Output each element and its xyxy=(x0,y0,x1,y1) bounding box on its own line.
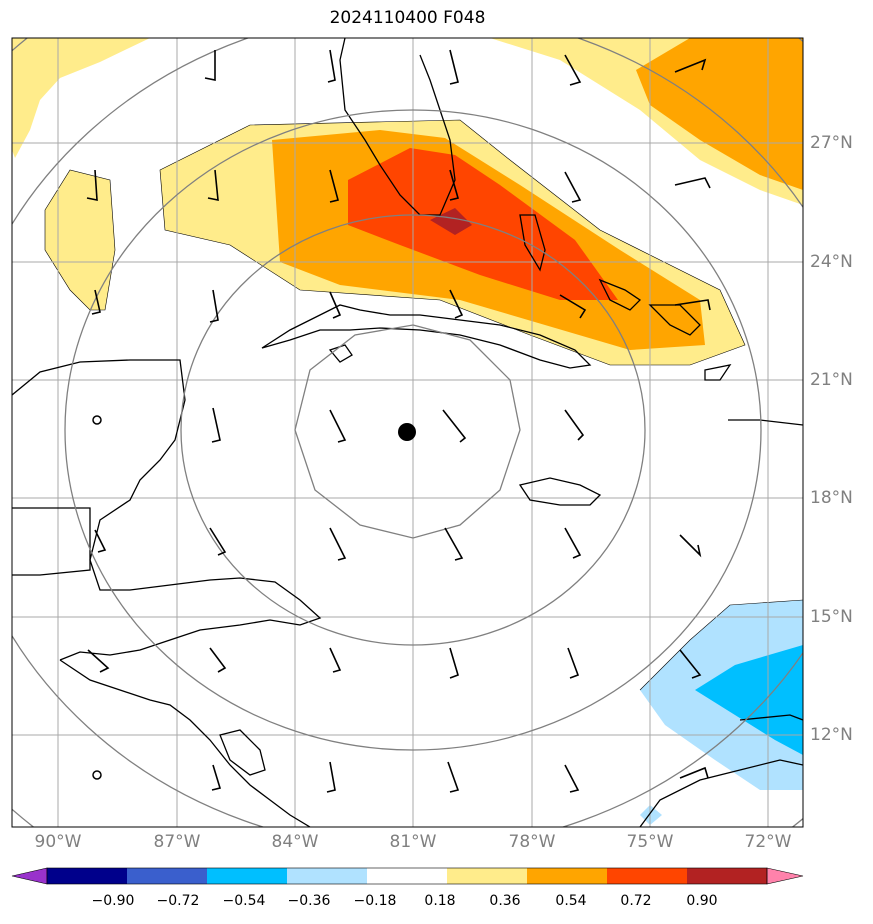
contour-ne-orange xyxy=(636,38,803,190)
colorbar-segment xyxy=(47,868,128,884)
contour-0.72 xyxy=(430,208,472,235)
colorbar-segment xyxy=(687,868,768,884)
colorbar-tick: 0.54 xyxy=(555,893,587,909)
colorbar-segment xyxy=(607,868,688,884)
contour-nw xyxy=(12,38,150,158)
colorbar-extend-high xyxy=(766,867,804,885)
colorbar-segment xyxy=(207,868,288,884)
colorbar-segment xyxy=(447,868,528,884)
map-title: 2024110400 F048 xyxy=(329,8,486,28)
colorbar-segment xyxy=(367,868,448,884)
lat-lon-grid xyxy=(12,38,803,827)
positive-contours xyxy=(12,38,803,365)
lat-label: 15°N xyxy=(810,607,853,627)
lat-label: 12°N xyxy=(810,725,853,745)
colorbar-segment xyxy=(287,868,368,884)
colorbar-tick: −0.36 xyxy=(287,893,331,909)
lat-label: 21°N xyxy=(810,370,853,390)
lat-label: 18°N xyxy=(810,488,853,508)
colorbar-segment xyxy=(527,868,608,884)
colorbar-tick: 0.90 xyxy=(686,893,718,909)
contour-outlines xyxy=(44,119,803,691)
colorbar-tick: −0.54 xyxy=(222,893,266,909)
lon-label: 87°W xyxy=(153,832,201,852)
wind-barbs xyxy=(86,49,711,793)
calm-marker xyxy=(92,415,102,425)
lon-label: 75°W xyxy=(626,832,674,852)
lat-label: 24°N xyxy=(810,252,853,272)
colorbar-tick: −0.90 xyxy=(91,893,135,909)
plot-frame xyxy=(11,37,804,828)
lat-label: 27°N xyxy=(810,133,853,153)
colorbar-segment xyxy=(127,868,208,884)
colorbar-extend-low xyxy=(11,867,48,885)
calm-marker xyxy=(92,770,102,780)
colorbar-tick: 0.72 xyxy=(620,893,652,909)
lon-label: 84°W xyxy=(271,832,319,852)
lon-label: 72°W xyxy=(744,832,792,852)
colorbar-tick: −0.18 xyxy=(353,893,397,909)
colorbar-tick: −0.72 xyxy=(156,893,200,909)
storm-center-marker xyxy=(398,423,416,441)
colorbar-tick: 0.18 xyxy=(424,893,456,909)
colorbar xyxy=(11,867,804,885)
lon-label: 81°W xyxy=(389,832,437,852)
negative-contours xyxy=(640,600,803,825)
colorbar-tick: 0.36 xyxy=(489,893,521,909)
colorbar-frame xyxy=(46,867,768,885)
contour-w xyxy=(45,170,115,310)
lon-label: 78°W xyxy=(508,832,556,852)
lon-label: 90°W xyxy=(34,832,82,852)
